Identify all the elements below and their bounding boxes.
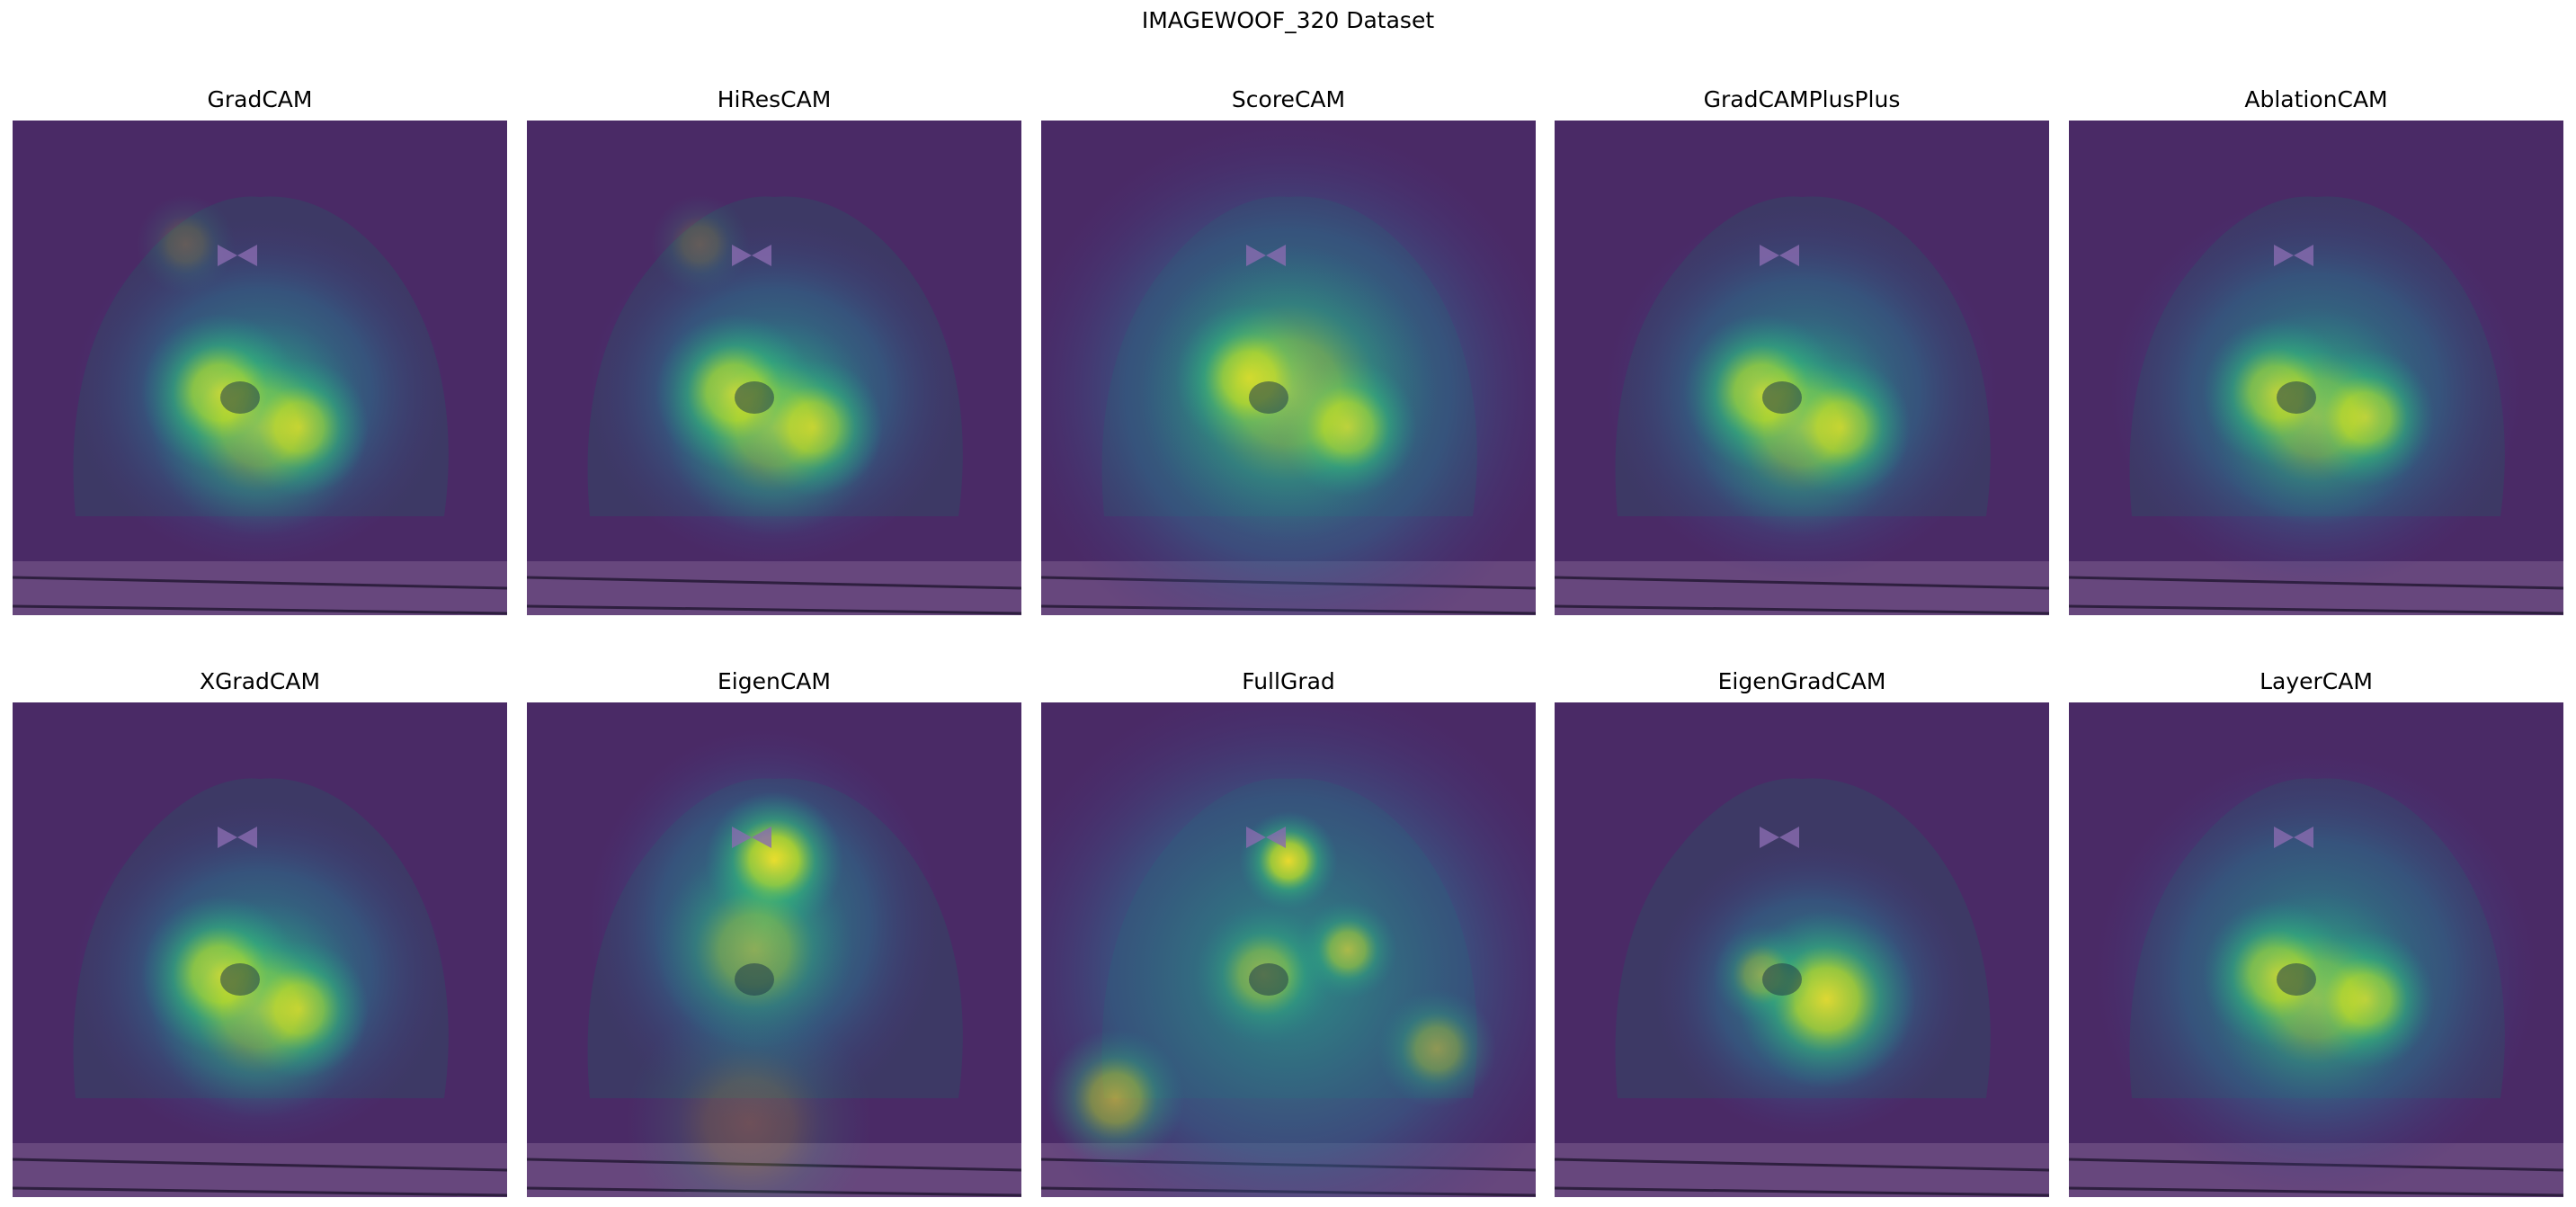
activation-hotspot xyxy=(650,194,750,294)
dog-nose xyxy=(2277,963,2316,996)
panel-title: AblationCAM xyxy=(2244,86,2388,112)
hair-bow xyxy=(2274,827,2313,848)
panel-title: LayerCAM xyxy=(2260,668,2373,694)
panel-title: HiResCAM xyxy=(717,86,832,112)
heatmap-panel: GradCAMPlusPlus xyxy=(1555,85,2049,615)
activation-hotspot xyxy=(1239,811,1338,910)
cam-heatmap-image xyxy=(527,121,1021,615)
cam-heatmap-image xyxy=(1041,702,1536,1197)
hair-bow xyxy=(1246,245,1286,266)
heatmap-panel: ScoreCAM xyxy=(1041,85,1536,615)
activation-hotspot xyxy=(626,999,873,1197)
panel-title: EigenGradCAM xyxy=(1717,668,1886,694)
cam-heatmap-image xyxy=(1555,121,2049,615)
panel-title: ScoreCAM xyxy=(1231,86,1346,112)
dog-nose xyxy=(220,963,260,996)
cam-heatmap-image xyxy=(1041,121,1536,615)
panel-title: EigenCAM xyxy=(718,668,831,694)
activation-hotspot xyxy=(1377,989,1496,1108)
dog-nose xyxy=(735,381,774,414)
activation-hotspot xyxy=(665,318,883,536)
cam-heatmap-image xyxy=(13,702,507,1197)
figure-title: IMAGEWOOF_320 Dataset xyxy=(1141,7,1435,33)
heatmap-panel: EigenGradCAM xyxy=(1555,666,2049,1197)
heatmap-panel: LayerCAM xyxy=(2069,666,2563,1197)
panel-title: XGradCAM xyxy=(199,668,321,694)
dog-nose xyxy=(220,381,260,414)
hair-bow xyxy=(1246,827,1286,848)
heatmap-panel: HiResCAM xyxy=(527,85,1021,615)
activation-hotspot xyxy=(2207,890,2425,1108)
dog-nose xyxy=(735,963,774,996)
hair-bow xyxy=(218,245,257,266)
dog-nose xyxy=(1249,963,1288,996)
dog-nose xyxy=(2277,381,2316,414)
cam-heatmap-image xyxy=(1555,702,2049,1197)
heatmap-panel: AblationCAM xyxy=(2069,85,2563,615)
cam-heatmap-image xyxy=(13,121,507,615)
activation-hotspot xyxy=(1140,244,1437,541)
panel-title: GradCAMPlusPlus xyxy=(1703,86,1901,112)
activation-hotspot xyxy=(1713,925,1812,1024)
heatmap-panel: XGradCAM xyxy=(13,666,507,1197)
hair-bow xyxy=(732,827,771,848)
panel-title: FullGrad xyxy=(1242,668,1335,694)
activation-hotspot xyxy=(136,194,236,294)
activation-hotspot xyxy=(151,318,369,536)
cam-heatmap-image xyxy=(2069,121,2563,615)
panel-title: GradCAM xyxy=(207,86,313,112)
heatmap-panel: EigenCAM xyxy=(527,666,1021,1197)
hair-bow xyxy=(1760,827,1799,848)
heatmap-panel: FullGrad xyxy=(1041,666,1536,1197)
hair-bow xyxy=(1760,245,1799,266)
hair-bow xyxy=(2274,245,2313,266)
activation-hotspot xyxy=(1046,1029,1185,1167)
heatmap-panel: GradCAM xyxy=(13,85,507,615)
dog-nose xyxy=(1249,381,1288,414)
activation-hotspot xyxy=(655,851,853,1049)
activation-hotspot xyxy=(151,900,369,1118)
cam-heatmap-image xyxy=(2069,702,2563,1197)
activation-hotspot xyxy=(1693,318,1911,536)
dog-nose xyxy=(1762,963,1802,996)
dog-nose xyxy=(1762,381,1802,414)
cam-heatmap-image xyxy=(527,702,1021,1197)
activation-hotspot xyxy=(2207,308,2425,526)
hair-bow xyxy=(218,827,257,848)
hair-bow xyxy=(732,245,771,266)
